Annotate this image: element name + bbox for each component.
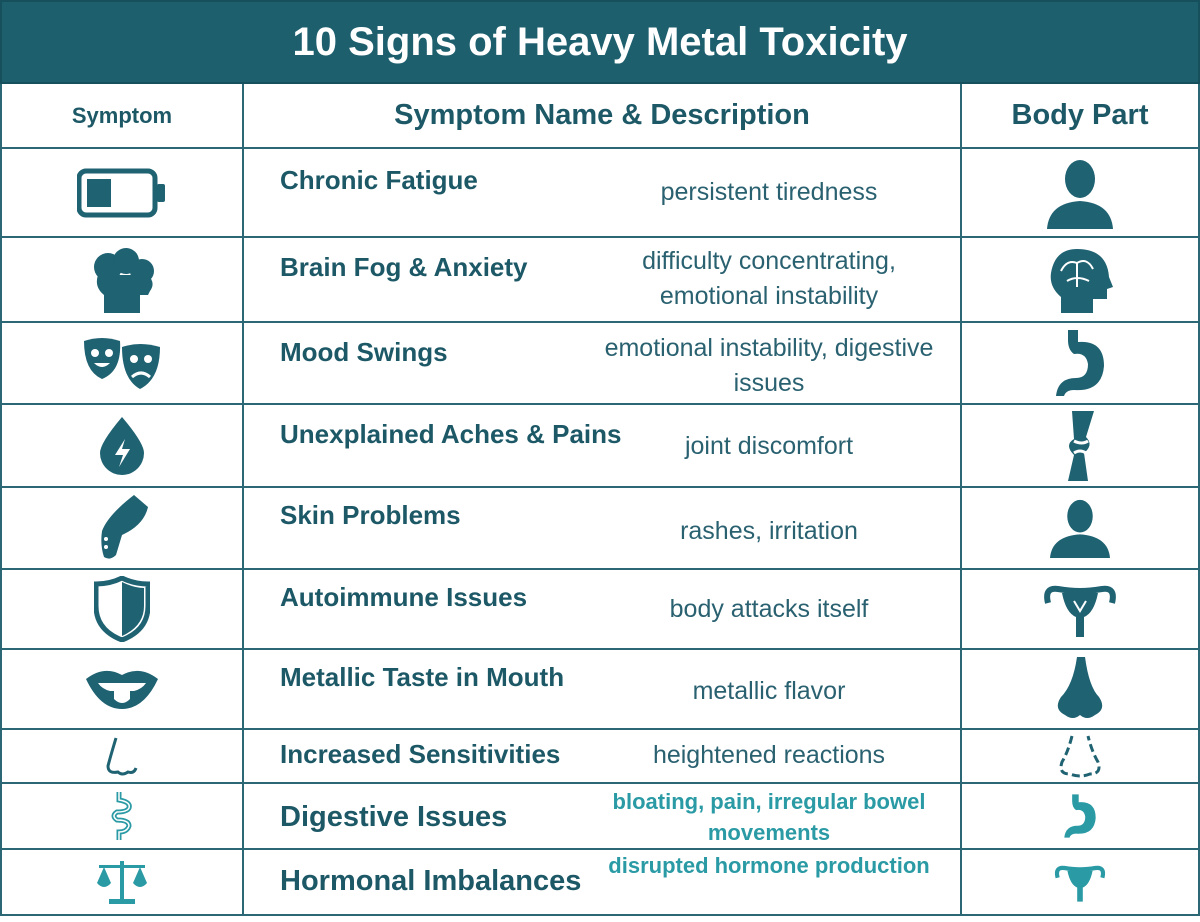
symptom-icon-cell: [0, 488, 244, 568]
symptom-icon-cell: [0, 730, 244, 782]
header-name-description: Symptom Name & Description: [244, 84, 962, 147]
uterus-icon: [1054, 865, 1106, 902]
symptom-icon-cell: [0, 149, 244, 236]
symptom-description: persistent tiredness: [660, 178, 878, 206]
body-part-cell: [962, 323, 1200, 403]
stomach-icon: [1056, 330, 1104, 396]
symptom-icon-cell: [0, 650, 244, 728]
symptom-icon-cell: [0, 784, 244, 848]
symptom-description: emotional instability, digestive issues: [604, 334, 934, 397]
symptom-name: Brain Fog & Anxiety: [280, 252, 528, 282]
table-row: Brain Fog & Anxiety difficulty concentrat…: [0, 238, 1200, 323]
body-part-cell: [962, 570, 1200, 648]
balance-scale-icon: [97, 861, 147, 904]
symptom-description: joint discomfort: [684, 432, 854, 460]
symptom-icon-cell: [0, 850, 244, 914]
name-description-cell: Unexplained Aches & Pains joint discomfor…: [244, 405, 962, 486]
arm-icon: [101, 495, 148, 559]
table-row: Unexplained Aches & Pains joint discomfor…: [0, 405, 1200, 488]
table-row: Digestive Issues bloating, pain, irregula…: [0, 784, 1200, 850]
table-row: Metallic Taste in Mouth metallic flavor: [0, 650, 1200, 730]
person-bust-icon: [1050, 499, 1110, 558]
table-row: Skin Problems rashes, irritation: [0, 488, 1200, 570]
body-part-cell: [962, 784, 1200, 848]
name-description-cell: Chronic Fatigue persistent tiredness: [244, 149, 962, 236]
symptom-icon-cell: [0, 405, 244, 486]
name-description-cell: Hormonal Imbalances disrupted hormone pro…: [244, 850, 962, 914]
name-description-cell: Brain Fog & Anxiety difficulty concentrat…: [244, 238, 962, 321]
symptom-name: Mood Swings: [280, 337, 448, 367]
table-row: Autoimmune Issues body attacks itself: [0, 570, 1200, 650]
symptom-name: Hormonal Imbalances: [280, 865, 582, 897]
symptom-name: Metallic Taste in Mouth: [280, 662, 565, 692]
symptom-name: Digestive Issues: [280, 801, 508, 833]
table-row: Hormonal Imbalances disrupted hormone pro…: [0, 850, 1200, 916]
nose-outline-icon: [106, 737, 138, 776]
intestine-icon: [111, 792, 132, 840]
name-description-cell: Metallic Taste in Mouth metallic flavor: [244, 650, 962, 728]
body-part-cell: [962, 650, 1200, 728]
symptom-name: Autoimmune Issues: [280, 582, 528, 612]
symptom-description: body attacks itself: [669, 595, 869, 623]
uterus-icon: [1044, 585, 1116, 637]
table-row: Chronic Fatigue persistent tiredness: [0, 149, 1200, 238]
name-description-cell: Skin Problems rashes, irritation: [244, 488, 962, 568]
symptom-icon-cell: [0, 238, 244, 321]
symptom-description: rashes, irritation: [680, 517, 858, 545]
theater-masks-icon: [84, 338, 160, 389]
header-symptom: Symptom: [0, 84, 244, 147]
symptom-name: Increased Sensitivities: [280, 739, 561, 769]
body-part-cell: [962, 238, 1200, 321]
symptom-name: Skin Problems: [280, 500, 461, 530]
table-row: Mood Swings emotional instability, digest…: [0, 323, 1200, 405]
table-row: Increased Sensitivities heightened reacti…: [0, 730, 1200, 784]
symptom-icon-cell: [0, 570, 244, 648]
name-description-cell: Digestive Issues bloating, pain, irregula…: [244, 784, 962, 848]
symptom-icon-cell: [0, 323, 244, 403]
head-brain-icon: [1050, 248, 1113, 313]
body-part-cell: [962, 730, 1200, 782]
stomach-icon: [1064, 794, 1096, 838]
shield-icon: [94, 576, 150, 642]
name-description-cell: Increased Sensitivities heightened reacti…: [244, 730, 962, 782]
page-title: 10 Signs of Heavy Metal Toxicity: [0, 0, 1200, 84]
knee-joint-icon: [1068, 410, 1094, 481]
symptom-description: bloating, pain, irregular bowel movement…: [612, 789, 926, 845]
table-header-row: Symptom Symptom Name & Description Body …: [0, 84, 1200, 149]
symptom-description: heightened reactions: [652, 741, 886, 769]
header-body-part: Body Part: [962, 84, 1200, 147]
body-part-cell: [962, 850, 1200, 914]
symptom-name: Chronic Fatigue: [280, 165, 478, 195]
symptom-name: Unexplained Aches & Pains: [280, 419, 622, 449]
mouth-tongue-icon: [86, 670, 158, 709]
name-description-cell: Autoimmune Issues body attacks itself: [244, 570, 962, 648]
body-part-cell: [962, 488, 1200, 568]
person-bust-icon: [1047, 159, 1113, 229]
symptom-description: difficulty concentrating, emotional inst…: [642, 247, 896, 310]
name-description-cell: Mood Swings emotional instability, digest…: [244, 323, 962, 403]
nose-icon: [1057, 657, 1103, 718]
nose-dashed-icon: [1059, 735, 1101, 778]
cloudy-head-icon: [94, 247, 154, 313]
body-part-cell: [962, 405, 1200, 486]
body-part-cell: [962, 149, 1200, 236]
drop-lightning-icon: [100, 416, 144, 475]
battery-low-icon: [77, 168, 165, 217]
symptom-description: disrupted hormone production: [608, 853, 930, 878]
symptom-description: metallic flavor: [692, 677, 846, 705]
